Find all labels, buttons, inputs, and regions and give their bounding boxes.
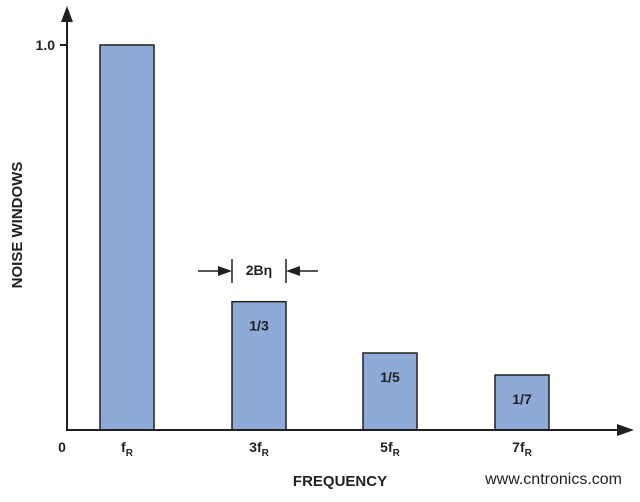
- x-tick-label: 3fR: [249, 439, 269, 459]
- x-tick-label: 7fR: [512, 439, 532, 459]
- bar: [362, 352, 418, 431]
- watermark: www.cntronics.com: [484, 471, 622, 488]
- x-tick-label: 5fR: [380, 439, 400, 459]
- y-axis-arrow: [61, 6, 73, 22]
- y-axis-label: NOISE WINDOWS: [9, 162, 26, 289]
- x-origin-label: 0: [58, 439, 66, 455]
- x-axis-label: FREQUENCY: [293, 473, 387, 490]
- y-tick-label: 1.0: [36, 37, 56, 53]
- x-tick-label: fR: [121, 439, 134, 459]
- x-axis-arrow: [617, 424, 634, 436]
- width-annotation-label: 2Bη: [246, 262, 272, 278]
- bar: [99, 44, 155, 431]
- bar-label: 1/7: [512, 391, 532, 407]
- bar-label: 1/5: [380, 369, 400, 385]
- bar-label: 1/3: [249, 318, 269, 334]
- bar: [494, 374, 550, 431]
- bar: [231, 300, 287, 431]
- width-annotation: 2Bη: [198, 259, 318, 283]
